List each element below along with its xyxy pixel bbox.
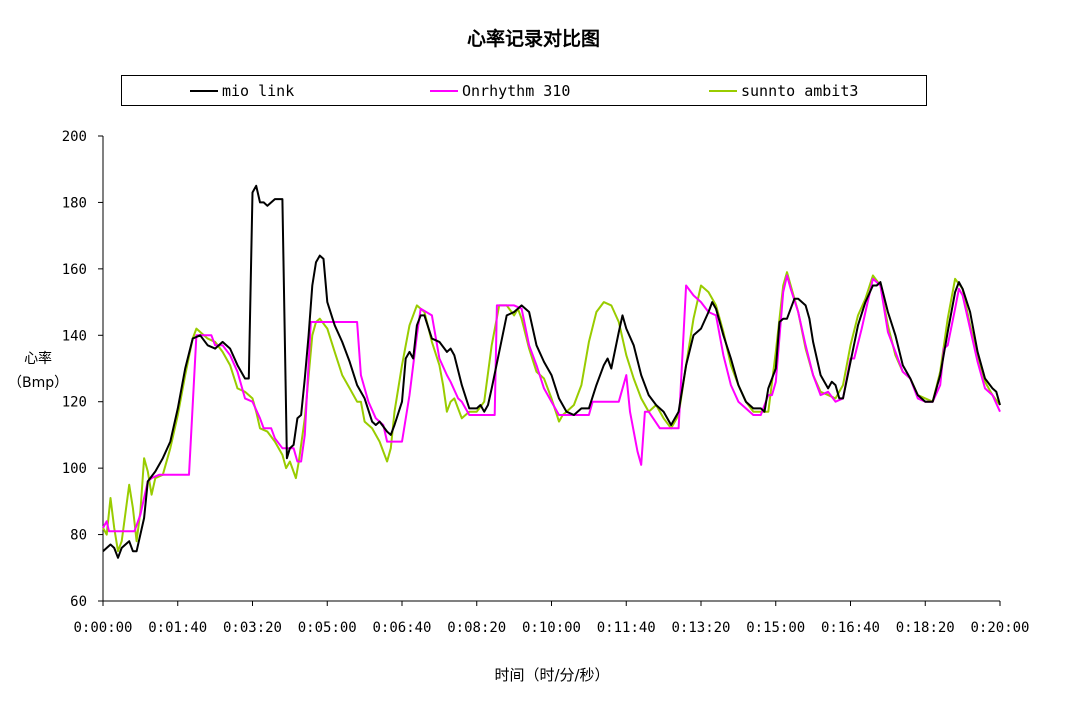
y-tick-label: 60 bbox=[70, 594, 87, 610]
series-line-mio-link bbox=[102, 184, 1001, 559]
legend-label: sunnto ambit3 bbox=[741, 82, 859, 100]
legend-swatch-onrhythm bbox=[430, 90, 458, 92]
x-tick-label: 0:08:20 bbox=[447, 620, 506, 636]
y-tick-label: 120 bbox=[62, 395, 87, 411]
y-tick-label: 140 bbox=[62, 328, 87, 344]
x-tick-label: 0:15:00 bbox=[746, 620, 805, 636]
x-tick-label: 0:20:00 bbox=[970, 620, 1029, 636]
x-tick-label: 0:11:40 bbox=[597, 620, 656, 636]
y-axis-label-line2: （Bmp） bbox=[8, 375, 69, 391]
series-line-onrhythm-310 bbox=[102, 274, 1001, 533]
y-tick-label: 180 bbox=[62, 195, 87, 211]
legend-item-sunnto: sunnto ambit3 bbox=[709, 82, 858, 100]
y-tick-label: 160 bbox=[62, 262, 87, 278]
x-tick-label: 0:06:40 bbox=[372, 620, 431, 636]
x-tick-label: 0:18:20 bbox=[896, 620, 955, 636]
x-axis-label: 时间（时/分/秒） bbox=[494, 666, 610, 684]
x-tick-label: 0:16:40 bbox=[821, 620, 880, 636]
y-axis-label: 心率 （Bmp） bbox=[8, 347, 68, 395]
y-tick-label: 80 bbox=[70, 528, 87, 544]
chart-title: 心率记录对比图 bbox=[466, 28, 600, 50]
legend-label: Onrhythm 310 bbox=[462, 82, 571, 100]
x-tick-label: 0:10:00 bbox=[522, 620, 581, 636]
x-tick-label: 0:03:20 bbox=[223, 620, 282, 636]
x-tick-label: 0:05:00 bbox=[298, 620, 357, 636]
y-tick-label: 200 bbox=[62, 129, 87, 145]
legend-label: mio link bbox=[222, 82, 295, 100]
legend-swatch-sunnto bbox=[709, 90, 737, 92]
legend: mio link Onrhythm 310 sunnto ambit3 bbox=[121, 75, 927, 106]
y-axis-label-line1: 心率 bbox=[24, 351, 53, 367]
legend-swatch-mio-link bbox=[190, 90, 218, 92]
x-tick-label: 0:13:20 bbox=[671, 620, 730, 636]
x-tick-label: 0:01:40 bbox=[148, 620, 207, 636]
y-tick-label: 100 bbox=[62, 461, 87, 477]
legend-item-onrhythm: Onrhythm 310 bbox=[430, 82, 570, 100]
legend-item-mio-link: mio link bbox=[190, 82, 294, 100]
x-tick-label: 0:00:00 bbox=[73, 620, 132, 636]
